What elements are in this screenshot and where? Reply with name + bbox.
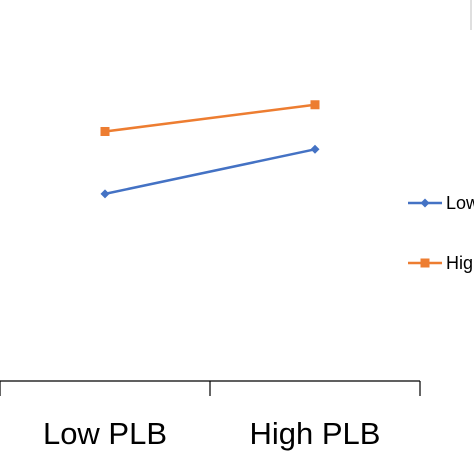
data-point bbox=[310, 100, 320, 110]
legend: Low Hig bbox=[408, 193, 474, 273]
data-point bbox=[100, 126, 110, 136]
legend-entry-2: Hig bbox=[408, 253, 473, 273]
legend-label: Low bbox=[446, 193, 474, 213]
legend-marker bbox=[420, 258, 430, 268]
x-tick-label: Low PLB bbox=[43, 416, 167, 451]
series-layer bbox=[100, 100, 320, 199]
data-point bbox=[100, 189, 110, 199]
category-labels: Low PLB High PLB bbox=[43, 416, 381, 451]
series-1 bbox=[100, 144, 320, 199]
data-point bbox=[310, 144, 320, 154]
legend-marker bbox=[420, 198, 430, 208]
series-line bbox=[104, 103, 316, 133]
x-tick-label: High PLB bbox=[250, 416, 381, 451]
legend-label: Hig bbox=[446, 253, 473, 273]
chart-frame bbox=[0, 0, 472, 396]
legend-entry-1: Low bbox=[408, 193, 474, 213]
series-2 bbox=[100, 100, 320, 136]
series-line bbox=[104, 148, 316, 196]
